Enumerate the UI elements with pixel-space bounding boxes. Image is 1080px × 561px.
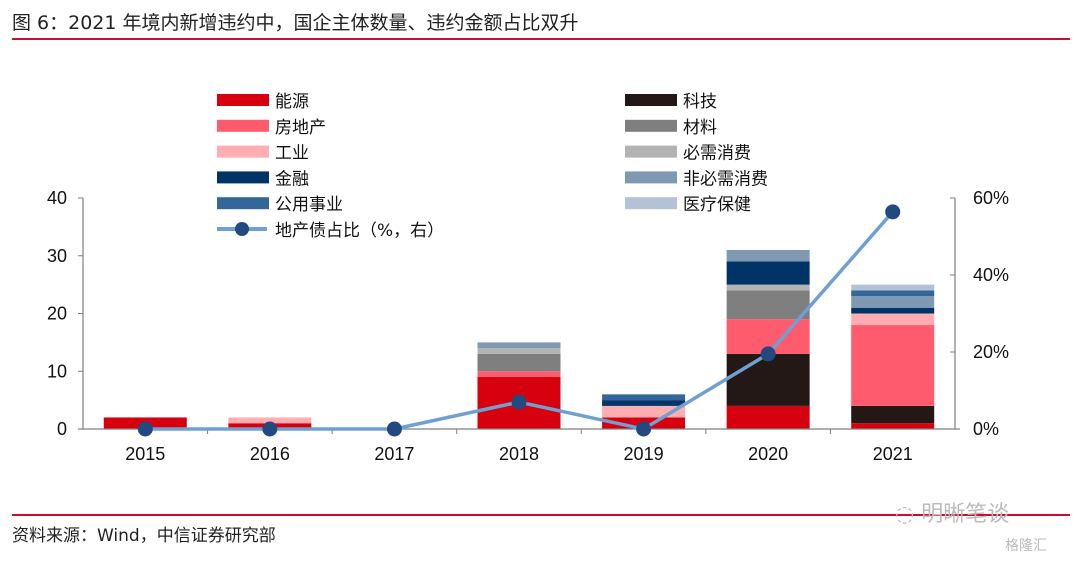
y-tick-label-right: 40% bbox=[973, 265, 1009, 285]
legend-label: 公用事业 bbox=[275, 195, 343, 215]
source-divider bbox=[12, 514, 1070, 516]
y-tick-label-left: 30 bbox=[47, 246, 67, 266]
bar-2021-公用事业 bbox=[851, 290, 935, 297]
bar-2019-公用事业 bbox=[602, 394, 686, 401]
wechat-icon: ◌ bbox=[895, 502, 922, 527]
source-note: 资料来源：Wind，中信证券研究部 bbox=[12, 526, 276, 546]
bar-2021-金融 bbox=[851, 307, 935, 314]
legend-swatch bbox=[217, 145, 269, 158]
y-tick-label-right: 20% bbox=[973, 342, 1009, 362]
bar-2021-科技 bbox=[851, 405, 935, 424]
legend-swatch bbox=[625, 94, 677, 106]
legend-swatch bbox=[625, 119, 677, 132]
legend-label: 医疗保健 bbox=[683, 195, 751, 215]
y-tick-label-left: 20 bbox=[47, 304, 67, 324]
bar-2021-非必需消费 bbox=[851, 296, 935, 308]
legend-item: 房地产 bbox=[217, 118, 326, 138]
legend-label: 能源 bbox=[275, 92, 309, 112]
x-tick-label: 2019 bbox=[624, 444, 664, 464]
bar-2020-科技 bbox=[726, 353, 810, 406]
line-point-2018 bbox=[511, 394, 527, 410]
bar-2021-房地产 bbox=[851, 325, 935, 406]
x-tick-label: 2015 bbox=[125, 444, 165, 464]
x-tick-label: 2020 bbox=[748, 444, 788, 464]
legend-swatch bbox=[625, 171, 677, 184]
legend-item: 公用事业 bbox=[217, 195, 343, 215]
legend-label: 地产债占比（%，右） bbox=[275, 221, 444, 241]
bar-2020-非必需消费 bbox=[726, 249, 810, 262]
y-tick-label-right: 0% bbox=[973, 419, 999, 439]
bar-2020-必需消费 bbox=[726, 284, 810, 291]
x-tick-label: 2021 bbox=[873, 444, 913, 464]
bar-2021-医疗保健 bbox=[851, 284, 935, 291]
watermark: ◌ 明晰笔谈 bbox=[895, 496, 1009, 528]
watermark-secondary: 格隆汇 bbox=[1005, 538, 1047, 554]
bar-2020-金融 bbox=[726, 261, 810, 285]
legend-item: 材料 bbox=[625, 118, 717, 138]
legend-label: 材料 bbox=[683, 118, 717, 138]
legend-swatch bbox=[625, 145, 677, 158]
line-layer bbox=[137, 204, 901, 437]
line-point-2019 bbox=[636, 421, 652, 437]
bar-2018-非必需消费 bbox=[477, 342, 561, 349]
legend-item: 能源 bbox=[217, 92, 309, 112]
legend-item: 必需消费 bbox=[625, 144, 751, 164]
bar-2019-工业 bbox=[602, 405, 686, 418]
title-divider bbox=[12, 38, 1070, 40]
y-tick-label-left: 0 bbox=[57, 419, 67, 439]
y-tick-label-left: 10 bbox=[47, 361, 67, 381]
legend-label: 房地产 bbox=[275, 118, 326, 138]
bar-2018-材料 bbox=[477, 353, 561, 372]
bar-2021-能源 bbox=[851, 423, 935, 429]
legend-item: 金融 bbox=[217, 169, 309, 189]
bars-layer bbox=[103, 249, 935, 429]
legend-swatch bbox=[625, 197, 677, 210]
x-tick-label: 2017 bbox=[374, 444, 414, 464]
legend-item: 医疗保健 bbox=[625, 195, 751, 215]
line-point-2021 bbox=[885, 204, 901, 220]
legend-label: 必需消费 bbox=[683, 144, 751, 164]
line-point-2020 bbox=[760, 346, 776, 362]
legend-swatch-marker bbox=[235, 222, 249, 236]
legend-label: 工业 bbox=[275, 144, 309, 164]
legend-swatch bbox=[217, 94, 269, 106]
bar-2020-材料 bbox=[726, 290, 810, 320]
figure-title: 图 6：2021 年境内新增违约中，国企主体数量、违约金额占比双升 bbox=[12, 12, 579, 34]
legend-item: 工业 bbox=[217, 144, 309, 164]
y-tick-label-right: 60% bbox=[973, 188, 1009, 208]
bar-2021-工业 bbox=[851, 313, 935, 326]
legend-item: 地产债占比（%，右） bbox=[217, 221, 444, 241]
bar-2018-必需消费 bbox=[477, 348, 561, 354]
line-point-2015 bbox=[137, 421, 153, 437]
legend-label: 金融 bbox=[275, 169, 309, 189]
watermark-text: 明晰笔谈 bbox=[921, 502, 1010, 527]
bar-2020-能源 bbox=[726, 405, 810, 429]
x-tick-label: 2016 bbox=[250, 444, 290, 464]
legend-swatch bbox=[217, 197, 269, 210]
y-tick-label-left: 40 bbox=[47, 188, 67, 208]
legend-item: 科技 bbox=[625, 92, 717, 112]
legend-item: 非必需消费 bbox=[625, 169, 768, 189]
legend-label: 科技 bbox=[683, 92, 717, 112]
axes-layer: 0 10 20 30 40 0% 20% 40% 60% 2015 2016 2017 2018 2019… bbox=[47, 188, 1009, 464]
bar-2016-工业 bbox=[228, 417, 312, 424]
line-point-2017 bbox=[386, 421, 402, 437]
bar-2018-房地产 bbox=[477, 371, 561, 378]
x-tick-label: 2018 bbox=[499, 444, 539, 464]
line-point-2016 bbox=[262, 421, 278, 437]
bar-2019-金融 bbox=[602, 400, 686, 406]
legend-swatch bbox=[217, 119, 269, 132]
legend-swatch bbox=[217, 171, 269, 184]
legend-label: 非必需消费 bbox=[683, 169, 768, 189]
